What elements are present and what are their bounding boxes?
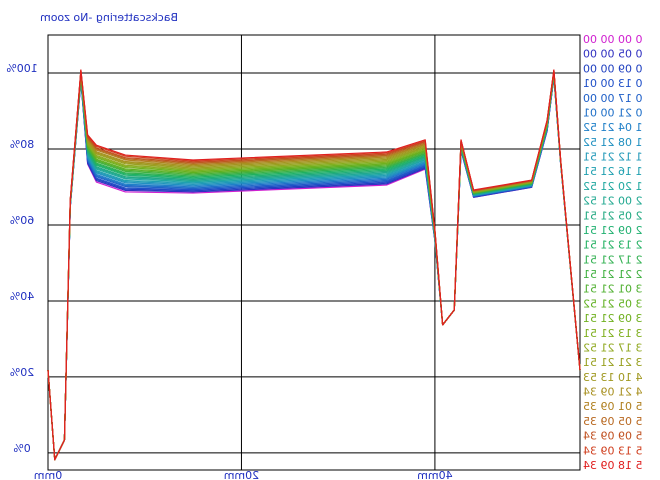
y-tick-label: 100% [6, 62, 37, 75]
y-tick-label: 0% [13, 442, 30, 455]
legend-label: 2 00 21 52 [583, 195, 642, 208]
legend-label: 0 00 00 00 [583, 33, 642, 46]
legend-label: 5 01 09 35 [583, 400, 642, 413]
legend-label: 1 16 21 51 [583, 165, 642, 178]
legend-label: 2 13 21 51 [583, 239, 642, 252]
legend-label: 1 12 21 51 [583, 151, 642, 164]
legend-label: 1 08 21 52 [583, 136, 642, 149]
legend-label: 5 18 09 34 [583, 459, 642, 472]
legend-label: 1 04 21 52 [583, 121, 642, 134]
x-tick-label: 0mm [34, 469, 62, 480]
legend-label: 2 21 21 51 [583, 268, 642, 281]
legend-label: 0 09 00 00 [583, 62, 642, 75]
x-tick-label: 20mm [224, 469, 259, 480]
legend-label: 3 09 21 51 [583, 312, 642, 325]
legend-label: 3 21 21 51 [583, 356, 642, 369]
legend-label: 5 05 09 35 [583, 415, 642, 428]
legend-label: 2 05 21 51 [583, 209, 642, 222]
legend-label: 3 17 21 52 [583, 341, 642, 354]
legend-label: 0 21 00 01 [583, 106, 642, 119]
legend-label: 2 09 21 51 [583, 224, 642, 237]
y-tick-label: 20% [10, 366, 34, 379]
y-tick-label: 60% [10, 214, 34, 227]
legend-label: 5 13 09 34 [583, 444, 642, 457]
plot-frame [47, 34, 581, 471]
legend-label: 0 13 00 01 [583, 77, 642, 90]
legend-label: 4 10 13 53 [583, 371, 642, 384]
legend-label: 0 05 00 00 [583, 48, 642, 61]
legend-label: 4 21 09 34 [583, 386, 642, 399]
y-tick-label: 80% [10, 138, 34, 151]
legend-label: 3 13 21 51 [583, 327, 642, 340]
legend-label: 2 17 21 51 [583, 253, 642, 266]
legend-label: 5 09 09 34 [583, 430, 642, 443]
x-tick-label: 40mm [417, 469, 452, 480]
y-tick-label: 40% [10, 290, 34, 303]
legend-label: 3 05 21 52 [583, 297, 642, 310]
legend-label: 3 01 21 51 [583, 283, 642, 296]
chart-title: Backscattering -No zoom [40, 11, 178, 24]
legend-label: 1 20 21 52 [583, 180, 642, 193]
legend-label: 0 17 00 00 [583, 92, 642, 105]
series-line [47, 69, 581, 461]
